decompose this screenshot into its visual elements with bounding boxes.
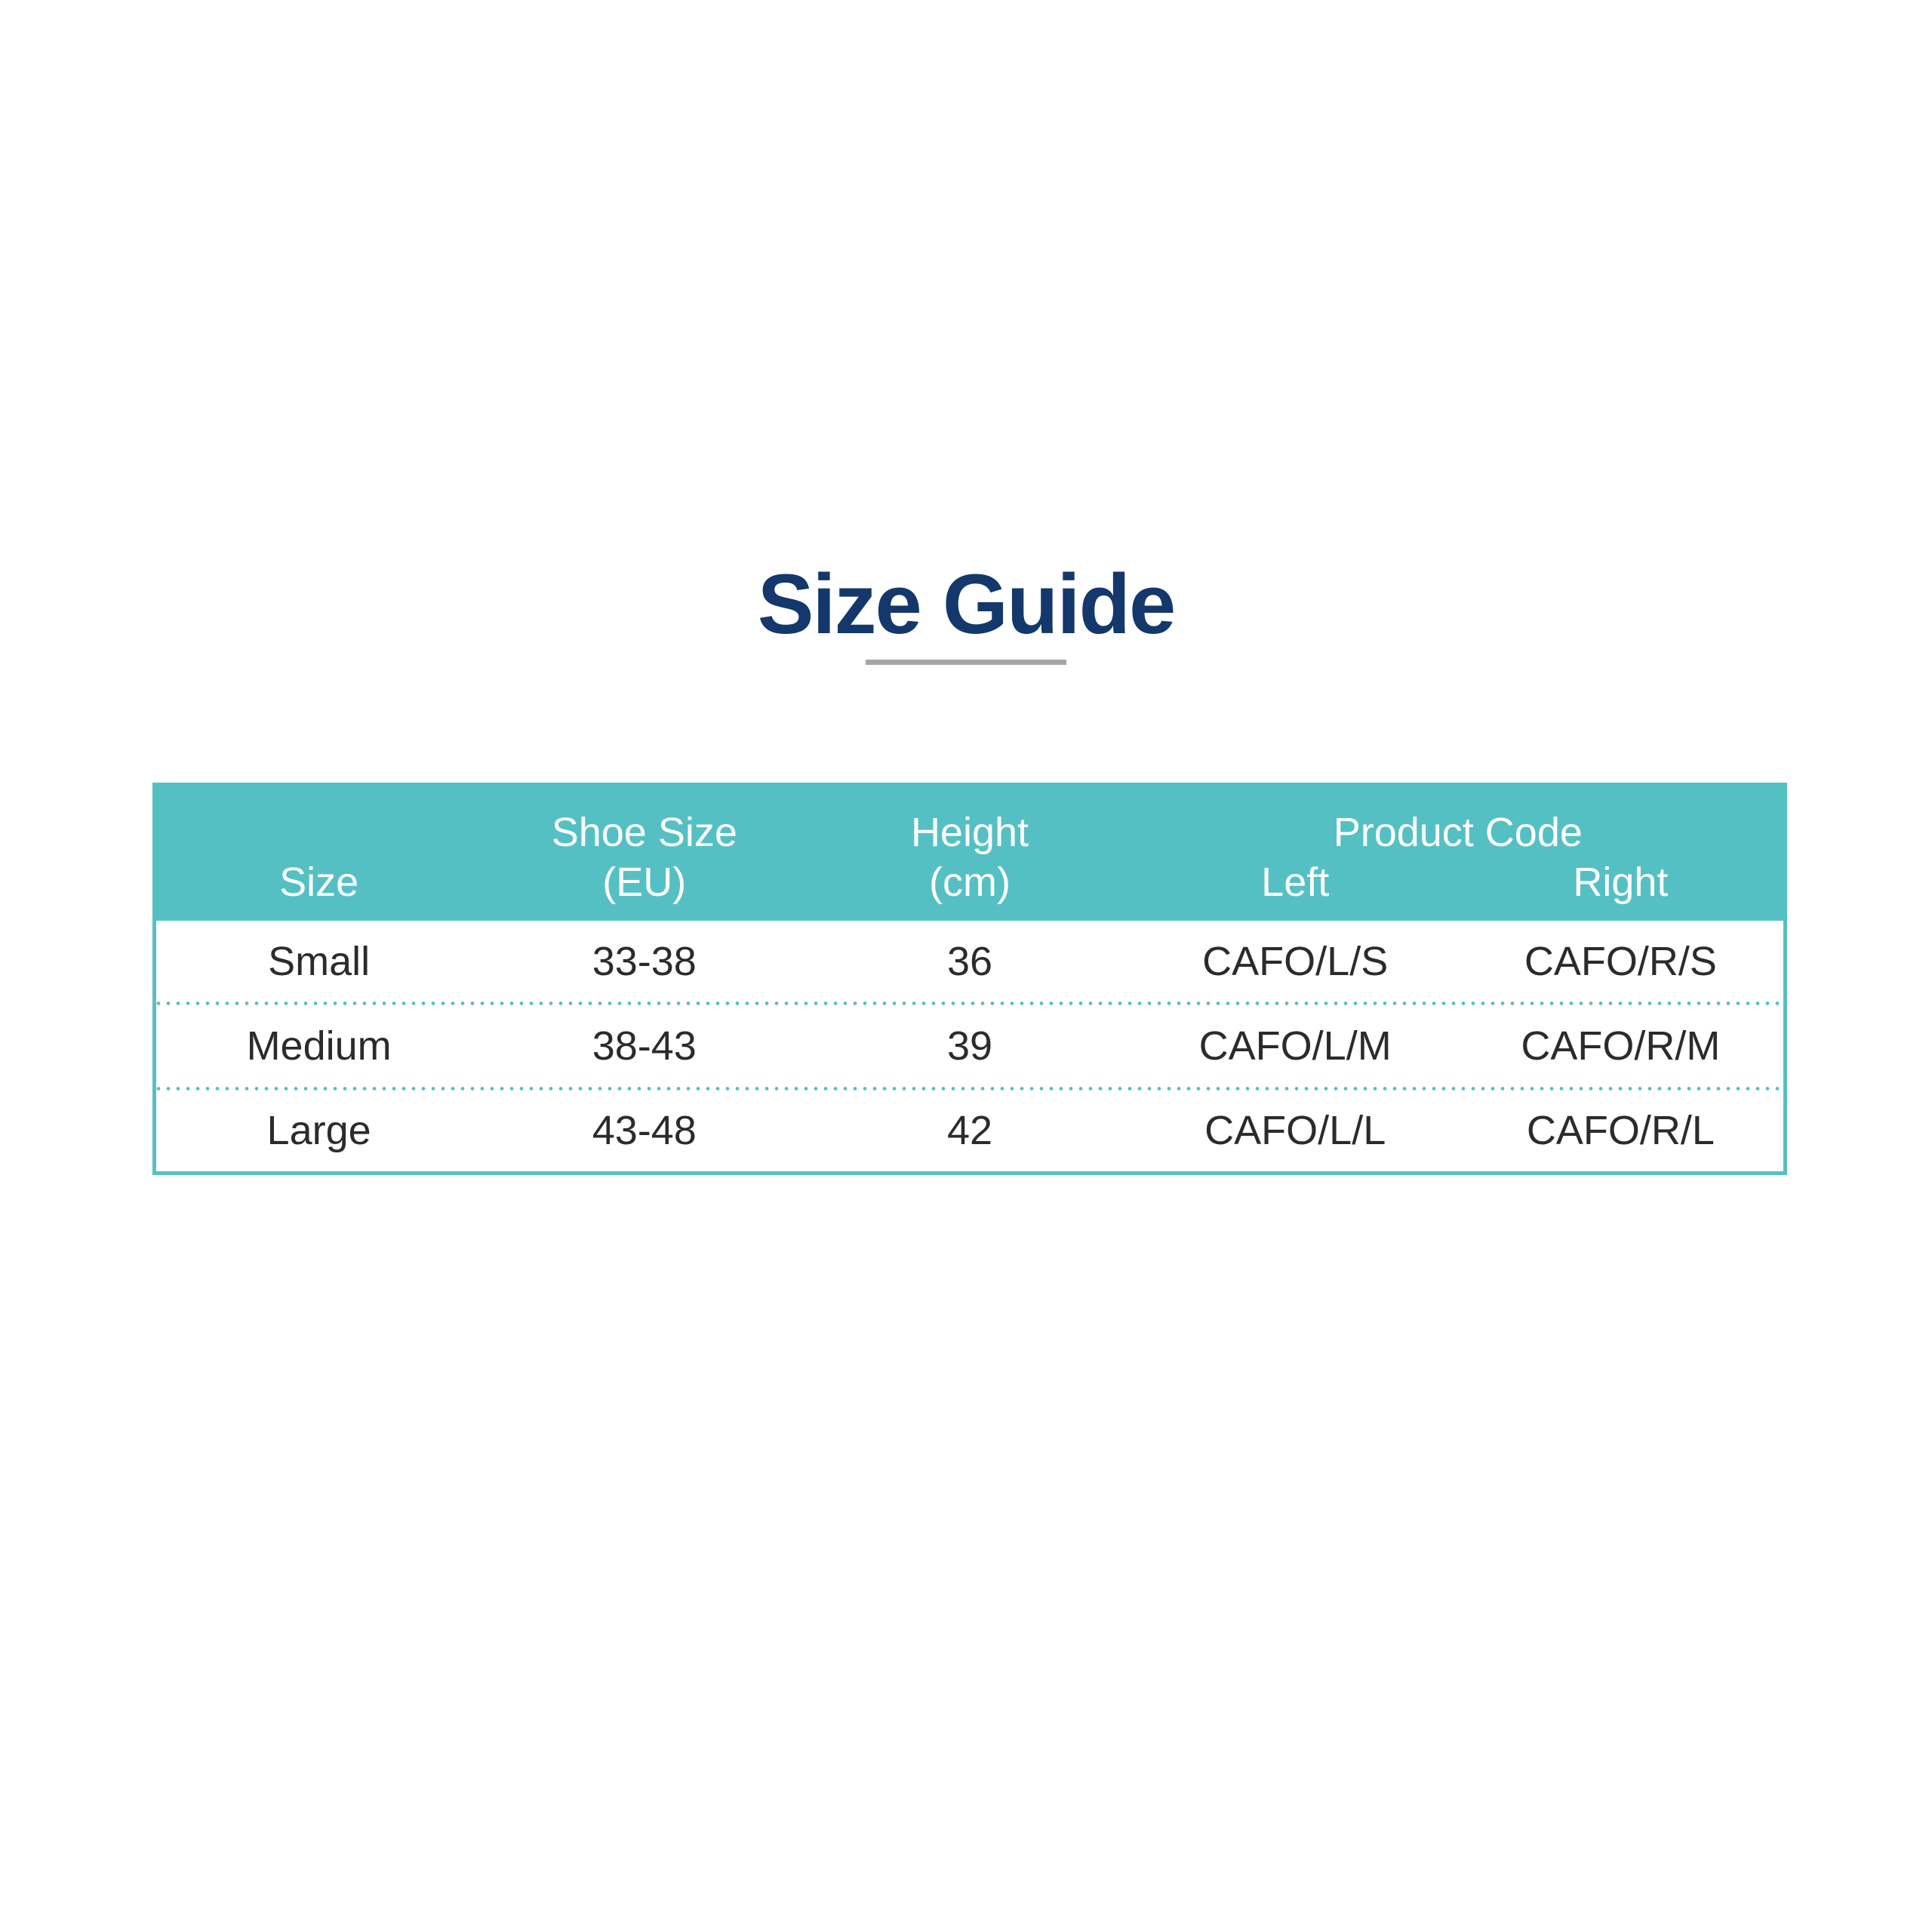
- page-title: Size Guide: [757, 557, 1177, 651]
- cell-shoe-size: 38-43: [592, 1023, 697, 1069]
- table-row-large: Large 43-48 42 CAFO/L/L CAFO/R/L: [156, 1091, 1783, 1171]
- cell-height: 39: [946, 1023, 993, 1069]
- header-height-line2: (cm): [929, 860, 1011, 905]
- header-shoe-size-line2: (EU): [602, 860, 687, 905]
- header-cell-shoe-size: Shoe Size (EU): [481, 786, 807, 921]
- cell-code-right: CAFO/R/L: [1526, 1108, 1715, 1154]
- table-body: Small 33-38 36 CAFO/L/S CAFO/R/S Medium …: [156, 921, 1783, 1171]
- header-height-line1: Height: [910, 810, 1029, 855]
- header-shoe-size-line1: Shoe Size: [551, 810, 737, 855]
- cell-size: Small: [268, 938, 371, 984]
- header-cell-size: Size: [156, 786, 481, 921]
- table-row-small: Small 33-38 36 CAFO/L/S CAFO/R/S: [156, 921, 1783, 1001]
- cell-height: 42: [946, 1108, 993, 1154]
- cell-size: Medium: [246, 1023, 392, 1069]
- header-right-label: Right: [1573, 860, 1669, 905]
- header-product-code-subrow: Left Right: [1133, 857, 1783, 907]
- cell-code-right: CAFO/R/S: [1524, 938, 1717, 984]
- cell-code-right: CAFO/R/M: [1521, 1023, 1721, 1069]
- cell-size: Large: [266, 1108, 371, 1154]
- cell-shoe-size: 43-48: [592, 1108, 697, 1154]
- cell-code-left: CAFO/L/L: [1204, 1108, 1386, 1154]
- size-guide-table: Size Shoe Size (EU) Height (cm) Product …: [152, 783, 1787, 1175]
- title-underline: [866, 660, 1066, 665]
- cell-shoe-size: 33-38: [592, 938, 697, 984]
- header-cell-height: Height (cm): [807, 786, 1132, 921]
- row-separator: [156, 1001, 1783, 1006]
- header-group-product-code: Product Code Left Right: [1133, 786, 1783, 921]
- header-size-label: Size: [279, 860, 359, 905]
- table-row-medium: Medium 38-43 39 CAFO/L/M CAFO/R/M: [156, 1005, 1783, 1086]
- header-product-code-label: Product Code: [1333, 810, 1583, 855]
- cell-code-left: CAFO/L/M: [1198, 1023, 1392, 1069]
- header-left-label: Left: [1261, 860, 1330, 905]
- row-separator: [156, 1086, 1783, 1091]
- cell-height: 36: [946, 938, 993, 984]
- table-header-row: Size Shoe Size (EU) Height (cm) Product …: [156, 786, 1783, 921]
- cell-code-left: CAFO/L/S: [1202, 938, 1389, 984]
